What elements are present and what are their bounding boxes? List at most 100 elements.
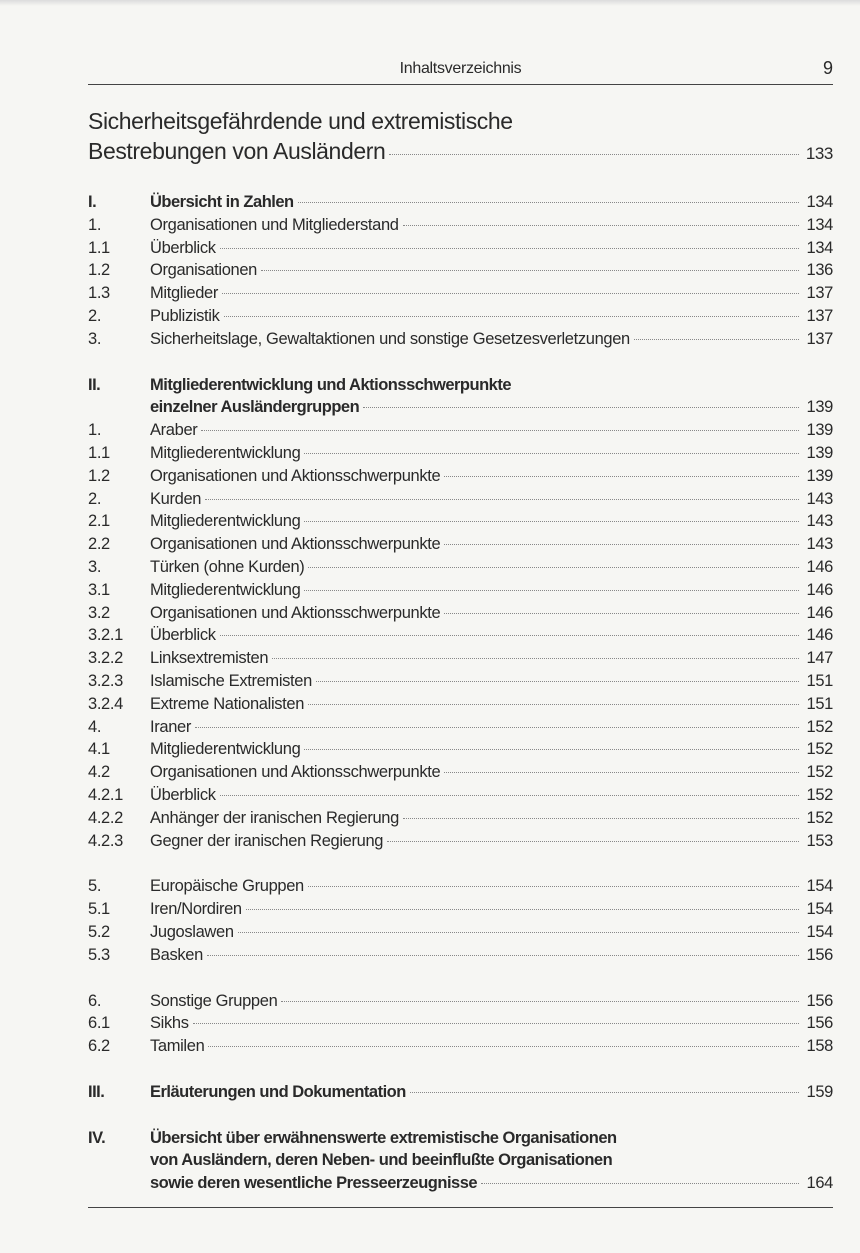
toc-entry[interactable]: 5.2 Jugoslawen 154 [88, 921, 833, 944]
toc-entry[interactable]: 2.2 Organisationen und Aktionsschwerpunkt… [88, 533, 833, 556]
toc-entry[interactable]: 1. Araber 139 [88, 419, 833, 442]
toc-entry-title: Araber [150, 421, 198, 440]
toc-entry[interactable]: einzelner Ausländergruppen 139 [88, 396, 833, 419]
toc-page-number: 146 [806, 603, 834, 622]
toc-entry[interactable]: 3.2.4 Extreme Nationalisten 151 [88, 693, 833, 716]
toc-entry-title: Gegner der iranischen Regierung [150, 831, 384, 850]
toc-block: IV. Übersicht über erwähnenswerte extremi… [88, 1127, 833, 1195]
toc-entry-number: 2. [88, 306, 102, 325]
dot-leader [304, 589, 799, 591]
toc-entry[interactable]: 4.1 Mitgliederentwicklung 152 [88, 738, 833, 761]
toc-page-number: 136 [806, 261, 834, 280]
toc-entry-title: Kurden [150, 489, 202, 508]
toc-entry-number: 3.2.2 [88, 649, 123, 668]
toc-entry[interactable]: sowie deren wesentliche Presseerzeugniss… [88, 1172, 833, 1195]
toc-entry[interactable]: 3. Türken (ohne Kurden) 146 [88, 556, 833, 579]
toc-entry-number: 3.2.3 [88, 671, 123, 690]
toc-entry[interactable]: 6.1 Sikhs 156 [88, 1012, 833, 1035]
dot-leader [481, 1183, 799, 1185]
toc-page-number: 152 [806, 785, 834, 804]
toc-entry[interactable]: II. Mitgliederentwicklung und Aktionsschw… [88, 374, 833, 397]
toc-entry-title: Mitgliederentwicklung [150, 443, 301, 462]
toc-entry[interactable]: 4.2.2 Anhänger der iranischen Regierung 15… [88, 807, 833, 830]
toc-entry[interactable]: von Ausländern, deren Neben- und beeinfl… [88, 1149, 833, 1172]
toc-entry[interactable]: 1.2 Organisationen und Aktionsschwerpunkt… [88, 465, 833, 488]
toc-entry[interactable]: 6.2 Tamilen 158 [88, 1035, 833, 1058]
toc-entry[interactable]: 3.1 Mitgliederentwicklung 146 [88, 579, 833, 602]
toc-entry[interactable]: 2.1 Mitgliederentwicklung 143 [88, 510, 833, 533]
toc-entry[interactable]: 3. Sicherheitslage, Gewaltaktionen und so… [88, 328, 833, 351]
toc-entry[interactable]: 5.1 Iren/Nordiren 154 [88, 898, 833, 921]
toc-entry-title: Organisationen und Mitgliederstand [150, 215, 399, 234]
toc-entry[interactable]: 3.2 Organisationen und Aktionsschwerpunkt… [88, 602, 833, 625]
toc-entry-title: Linksextremisten [150, 649, 269, 668]
toc-entry[interactable]: 1.1 Mitgliederentwicklung 139 [88, 442, 833, 465]
toc-entry-number: 4.2.3 [88, 831, 123, 850]
toc-page-number: 159 [806, 1082, 834, 1101]
toc-entry[interactable]: 3.2.2 Linksextremisten 147 [88, 647, 833, 670]
dot-leader [272, 658, 799, 660]
toc-page-number: 154 [806, 877, 834, 896]
toc-entry[interactable]: IV. Übersicht über erwähnenswerte extremi… [88, 1127, 833, 1150]
toc-entry-number: 5. [88, 877, 102, 896]
toc-entry[interactable]: 3.2.3 Islamische Extremisten 151 [88, 670, 833, 693]
toc-entry[interactable]: 4. Iraner 152 [88, 716, 833, 739]
toc-entry[interactable]: 1. Organisationen und Mitgliederstand 134 [88, 214, 833, 237]
toc-entry[interactable]: 2. Publizistik 137 [88, 305, 833, 328]
toc-block: III. Erläuterungen und Dokumentation 159 [88, 1081, 833, 1104]
toc-entry[interactable]: I. Übersicht in Zahlen 134 [88, 191, 833, 214]
toc-page-number: 152 [806, 740, 834, 759]
toc-page-number: 158 [806, 1037, 834, 1056]
toc-entry-number: 3. [88, 557, 102, 576]
toc-entry-title: Organisationen und Aktionsschwerpunkte [150, 466, 441, 485]
toc-entry-number: 1.2 [88, 261, 110, 280]
toc-entry-title: Übersicht über erwähnenswerte extremisti… [150, 1128, 617, 1147]
toc-entry-number: 1.2 [88, 466, 110, 485]
dot-leader [304, 521, 799, 523]
running-header-title: Inhaltsverzeichnis [399, 60, 522, 77]
toc-page-number: 156 [806, 991, 834, 1010]
toc-entry[interactable]: 5. Europäische Gruppen 154 [88, 875, 833, 898]
toc-page-number: 137 [806, 306, 834, 325]
dot-leader [633, 338, 799, 340]
dot-leader [444, 544, 799, 546]
toc-page-number: 152 [806, 717, 834, 736]
toc-entry-number: 3. [88, 329, 102, 348]
toc-entry-title: Erläuterungen und Dokumentation [150, 1082, 406, 1101]
toc-entry[interactable]: 4.2 Organisationen und Aktionsschwerpunkt… [88, 761, 833, 784]
toc-entry[interactable]: 2. Kurden 143 [88, 488, 833, 511]
toc-block: I. Übersicht in Zahlen 134 1. Organisationen… [88, 191, 833, 351]
toc-entry-number: 3.2 [88, 603, 110, 622]
toc-entry[interactable]: 3.2.1 Überblick 146 [88, 624, 833, 647]
toc-entry-number: 4.2 [88, 763, 110, 782]
toc-entry-title: Organisationen [150, 261, 258, 280]
toc-entry-title: Mitgliederentwicklung [150, 580, 301, 599]
dot-leader [402, 224, 799, 226]
toc-entry-number: II. [88, 375, 101, 394]
toc-entry-title: Organisationen und Aktionsschwerpunkte [150, 763, 441, 782]
toc-page-number: 154 [806, 922, 834, 941]
toc-entry-title: einzelner Ausländergruppen [150, 398, 360, 417]
toc-entry[interactable]: III. Erläuterungen und Dokumentation 159 [88, 1081, 833, 1104]
dot-leader [208, 1046, 799, 1048]
toc-block: 6. Sonstige Gruppen 156 6.1 Sikhs 156 6.2 Tamil… [88, 990, 833, 1058]
toc-entry[interactable]: 1.1 Überblick 134 [88, 237, 833, 260]
dot-leader [444, 612, 799, 614]
toc-page-number: 134 [806, 193, 834, 211]
toc-entry[interactable]: 5.3 Basken 156 [88, 944, 833, 967]
toc-page-number: 146 [806, 557, 834, 576]
toc-entry[interactable]: 1.3 Mitglieder 137 [88, 282, 833, 305]
footer-rule [88, 1207, 833, 1208]
toc-entry[interactable]: 4.2.1 Überblick 152 [88, 784, 833, 807]
toc-entry[interactable]: 1.2 Organisationen 136 [88, 259, 833, 282]
toc-page-number: 146 [806, 580, 834, 599]
toc-block: II. Mitgliederentwicklung und Aktionsschw… [88, 374, 833, 853]
toc-entry[interactable]: 6. Sonstige Gruppen 156 [88, 990, 833, 1013]
toc-page-number: 164 [806, 1174, 834, 1193]
toc-entry-title: Überblick [150, 238, 216, 257]
toc-entry-number: 2.1 [88, 512, 110, 531]
toc-entry-title: Iraner [150, 717, 192, 736]
toc-entry[interactable]: 4.2.3 Gegner der iranischen Regierung 153 [88, 830, 833, 853]
toc-entry-title: Mitgliederentwicklung [150, 512, 301, 531]
toc-entry-title: Organisationen und Aktionsschwerpunkte [150, 535, 441, 554]
